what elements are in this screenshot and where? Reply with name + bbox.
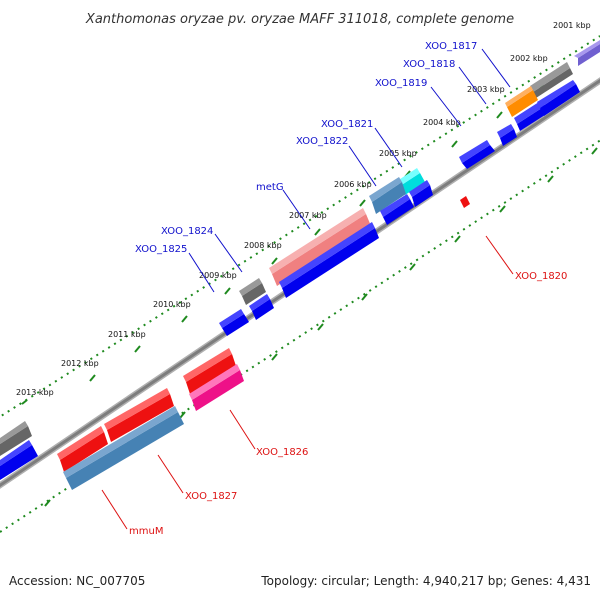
gene-label[interactable]: XOO_1826: [256, 447, 308, 458]
accession-text: Accession: NC_007705: [9, 574, 146, 588]
kbp-label: 2003 kbp: [467, 85, 505, 94]
gene-label[interactable]: XOO_1827: [185, 491, 237, 502]
kbp-label: 2010 kbp: [153, 300, 191, 309]
kbp-label: 2012 kbp: [61, 359, 99, 368]
map-title: Xanthomonas oryzae pv. oryzae MAFF 31101…: [85, 12, 514, 27]
gene-label[interactable]: XOO_1824: [161, 226, 213, 237]
gene-feature[interactable]: [269, 208, 371, 286]
gene-label[interactable]: XOO_1821: [321, 119, 373, 130]
gene-feature[interactable]: [409, 180, 433, 207]
gene-feature[interactable]: [460, 196, 470, 208]
gene-feature[interactable]: [279, 222, 379, 298]
kbp-label: 2011 kbp: [108, 330, 146, 339]
gene-label[interactable]: XOO_1818: [403, 59, 455, 70]
gene-labels: XOO_1817 XOO_1818 XOO_1819 XOO_1821 XOO_…: [129, 41, 567, 537]
gene-feature[interactable]: [219, 309, 249, 336]
gene-label[interactable]: XOO_1820: [515, 271, 567, 282]
gene-feature[interactable]: [189, 364, 244, 411]
gene-feature[interactable]: [183, 348, 236, 394]
gene-label[interactable]: XOO_1822: [296, 136, 348, 147]
gene-label[interactable]: mmuM: [129, 526, 163, 537]
kbp-label: 2007 kbp: [289, 211, 327, 220]
gene-feature[interactable]: [239, 278, 266, 305]
gene-feature[interactable]: [574, 40, 600, 66]
gene-feature[interactable]: [0, 421, 32, 456]
kbp-label: 2008 kbp: [244, 241, 282, 250]
gene-feature[interactable]: [369, 177, 406, 214]
label-leaders: [101, 48, 514, 530]
gene-label[interactable]: metG: [256, 182, 284, 193]
gene-feature[interactable]: [497, 124, 517, 146]
gene-feature[interactable]: [380, 194, 414, 225]
kbp-label: 2006 kbp: [334, 180, 372, 189]
gene-feature[interactable]: [505, 86, 538, 117]
gene-label[interactable]: XOO_1825: [135, 244, 187, 255]
kbp-label: 2002 kbp: [510, 54, 548, 63]
kbp-label: 2005 kbp: [379, 149, 417, 158]
gene-label[interactable]: XOO_1819: [375, 78, 427, 89]
gene-feature[interactable]: [530, 62, 573, 98]
gene-feature[interactable]: [459, 140, 495, 169]
kbp-label: 2013 kbp: [16, 388, 54, 397]
gene-feature[interactable]: [57, 426, 108, 472]
gene-feature[interactable]: [104, 388, 174, 442]
kbp-labels: 2001 kbp 2002 kbp 2003 kbp 2004 kbp 2005…: [16, 21, 591, 397]
forward-strand-genes: [0, 40, 600, 480]
gene-feature[interactable]: [397, 168, 425, 195]
reverse-strand-genes: [57, 196, 470, 490]
kbp-label: 2009 kbp: [199, 271, 237, 280]
gene-feature[interactable]: [0, 440, 38, 480]
kbp-label: 2001 kbp: [553, 21, 591, 30]
genome-summary-text: Topology: circular; Length: 4,940,217 bp…: [261, 574, 591, 588]
gene-feature[interactable]: [537, 80, 580, 116]
gene-feature[interactable]: [514, 100, 548, 131]
gene-feature[interactable]: [63, 406, 184, 490]
kbp-label: 2004 kbp: [423, 118, 461, 127]
gene-label[interactable]: XOO_1817: [425, 41, 477, 52]
gene-feature[interactable]: [249, 294, 274, 320]
